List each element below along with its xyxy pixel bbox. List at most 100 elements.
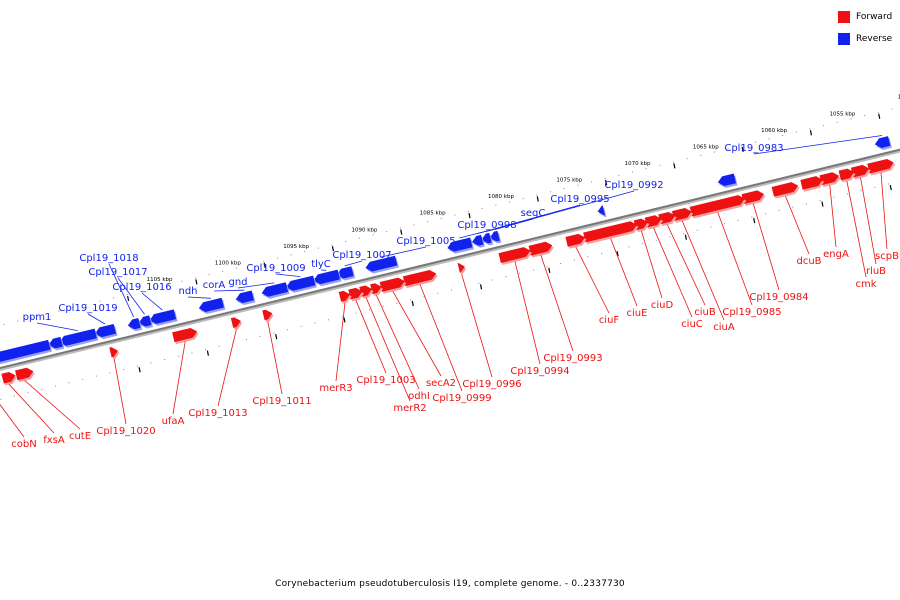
forward-label: Forward: [856, 12, 893, 22]
forward-gene[interactable]: [498, 247, 531, 263]
reverse-gene[interactable]: [127, 317, 141, 330]
leader-line: [172, 341, 186, 415]
scale-dot: [167, 284, 169, 286]
scale-dot: [590, 181, 592, 183]
leader-line: [187, 296, 211, 299]
tick-mark: [889, 184, 892, 191]
tick-mark: [605, 179, 608, 186]
legend: Forward Reverse: [838, 9, 892, 53]
reverse-gene[interactable]: [235, 290, 254, 304]
reverse-gene[interactable]: [261, 282, 289, 297]
forward-gene[interactable]: [867, 158, 894, 174]
reverse-gene[interactable]: [597, 205, 605, 216]
gene-features: [0, 136, 896, 386]
forward-gene[interactable]: [741, 190, 764, 204]
forward-gene[interactable]: [338, 290, 351, 302]
reverse-gene[interactable]: [481, 232, 492, 244]
reverse-gene[interactable]: [365, 255, 398, 272]
gene-label: cutE: [69, 431, 91, 442]
forward-gene[interactable]: [230, 317, 241, 328]
scale-dot: [573, 259, 575, 261]
gene-label: Cpl19_1005: [396, 236, 455, 247]
scale-dot: [218, 345, 220, 347]
scale-dot: [58, 310, 60, 312]
gene-shadow: [0, 381, 1, 383]
scale-dot: [0, 398, 2, 400]
leader-line: [24, 380, 81, 430]
reverse-gene[interactable]: [313, 269, 341, 285]
gene-label: ciuE: [627, 308, 648, 319]
scale-dot: [468, 211, 470, 213]
forward-gene[interactable]: [1, 372, 16, 384]
gene-label: cmk: [855, 279, 876, 290]
forward-gene[interactable]: [15, 367, 34, 381]
tick-mark: [673, 163, 676, 169]
tick-mark: [331, 246, 335, 252]
forward-gene[interactable]: [172, 327, 198, 343]
tick-mark: [275, 333, 278, 340]
scale-dot: [13, 395, 15, 397]
leader-line: [540, 255, 574, 352]
tick-mark: [616, 251, 619, 257]
reverse-gene[interactable]: [286, 275, 316, 291]
legend-reverse: Reverse: [838, 31, 892, 47]
scale-dot: [864, 115, 866, 117]
reverse-gene[interactable]: [149, 309, 177, 324]
gene-label: Cpl19_0998: [457, 220, 516, 231]
forward-gene[interactable]: [262, 309, 273, 321]
reverse-gene[interactable]: [447, 237, 473, 252]
scale-dot: [382, 306, 384, 308]
leader-line: [640, 230, 663, 299]
reverse-gene[interactable]: [59, 328, 97, 346]
forward-gene[interactable]: [565, 233, 586, 247]
scale-dot: [85, 303, 87, 305]
forward-gene[interactable]: [819, 172, 840, 186]
reverse-gene[interactable]: [48, 336, 63, 349]
reverse-gene[interactable]: [489, 230, 500, 242]
reverse-gene[interactable]: [95, 323, 117, 338]
reverse-gene[interactable]: [471, 234, 484, 246]
tick-mark: [878, 113, 881, 119]
scale-dot: [846, 193, 848, 195]
forward-gene[interactable]: [800, 176, 823, 190]
scale-dot: [672, 161, 674, 163]
backbone-shadow: [0, 149, 900, 372]
forward-gene[interactable]: [671, 207, 692, 221]
scale-dot: [290, 254, 292, 256]
scale-dot: [836, 121, 838, 123]
tick-label: 1075 kbp: [556, 178, 582, 184]
forward-gene[interactable]: [528, 241, 553, 256]
leader-line: [717, 212, 753, 306]
forward-gene[interactable]: [457, 262, 465, 273]
scale-dot: [150, 362, 152, 364]
leader-line: [275, 273, 301, 278]
forward-gene[interactable]: [379, 277, 405, 292]
gene-label: seqC: [521, 208, 546, 219]
reverse-gene[interactable]: [138, 315, 152, 327]
forward-gene[interactable]: [689, 195, 745, 217]
scale-dot: [31, 317, 33, 319]
scale-dot: [208, 274, 210, 276]
forward-gene[interactable]: [109, 347, 118, 358]
forward-gene[interactable]: [348, 287, 363, 300]
reverse-gene[interactable]: [717, 173, 737, 187]
forward-gene[interactable]: [838, 168, 855, 181]
forward-gene[interactable]: [402, 269, 437, 287]
scale-dot: [655, 239, 657, 241]
leader-line: [653, 227, 693, 318]
reverse-gene[interactable]: [0, 339, 51, 367]
gene-label: Cpl19_0996: [462, 379, 521, 390]
scale-dot: [300, 325, 302, 327]
scale-dot: [235, 267, 237, 269]
scale-dot: [713, 151, 715, 153]
reverse-gene[interactable]: [198, 297, 224, 312]
leader-line: [846, 180, 867, 278]
scale-dot: [536, 194, 538, 196]
scale-dot: [153, 287, 155, 289]
forward-gene[interactable]: [583, 221, 637, 243]
reverse-gene[interactable]: [874, 136, 891, 148]
leader-line: [217, 329, 237, 407]
tick-mark: [343, 317, 346, 323]
forward-gene[interactable]: [771, 182, 799, 197]
reverse-gene[interactable]: [336, 266, 354, 279]
